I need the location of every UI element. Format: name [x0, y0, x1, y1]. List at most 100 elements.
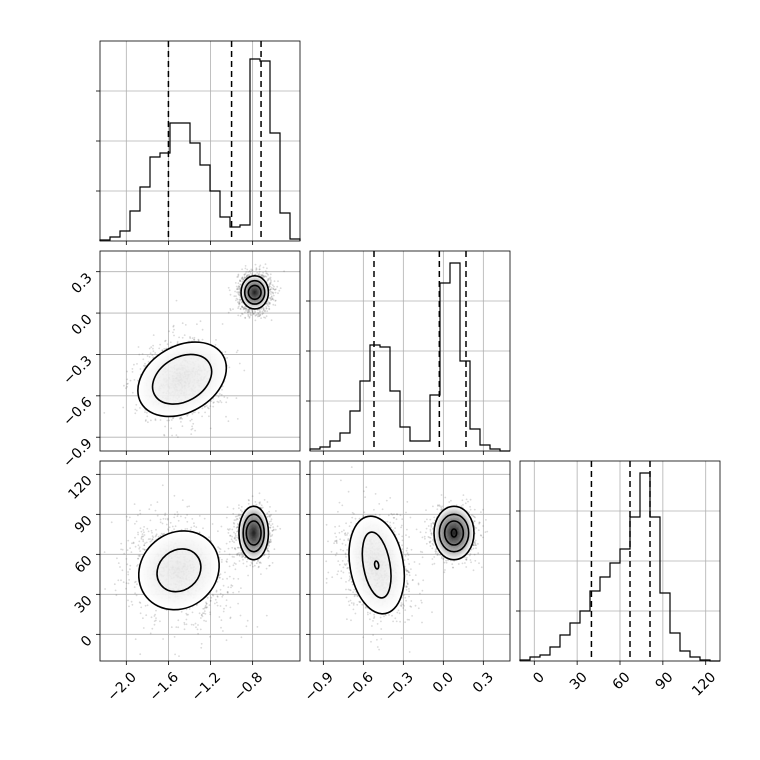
scatter-1-0-point	[251, 269, 254, 271]
scatter-1-0-point	[267, 274, 269, 276]
scatter-1-0-point	[147, 360, 150, 363]
scatter-1-0-point	[248, 309, 251, 311]
scatter-1-0-point	[228, 289, 231, 292]
scatter-2-0-point	[232, 507, 235, 510]
scatter-1-0-point	[254, 311, 256, 314]
scatter-1-0-point	[238, 285, 241, 288]
scatter-2-0-point	[137, 557, 140, 560]
scatter-1-0-point	[272, 303, 275, 306]
scatter-1-0-point	[239, 279, 241, 281]
scatter-1-0-point	[269, 282, 271, 285]
scatter-1-0-point	[238, 302, 241, 304]
scatter-2-0-point	[205, 606, 208, 609]
scatter-2-0-point	[134, 536, 136, 539]
scatter-1-0-point	[269, 289, 272, 291]
scatter-2-0-point	[238, 590, 240, 593]
scatter-2-0-point	[142, 627, 145, 629]
scatter-2-0-point	[238, 507, 240, 510]
scatter-2-0-point	[200, 613, 203, 616]
scatter-2-0-point	[177, 513, 179, 516]
scatter-2-0-point	[242, 562, 245, 565]
scatter-2-0-point	[212, 594, 215, 597]
scatter-2-0-point	[238, 504, 240, 506]
scatter-1-0-point	[240, 283, 242, 286]
scatter-1-0-point	[152, 344, 155, 347]
scatter-2-0-point	[103, 551, 106, 553]
scatter-2-0-point	[237, 602, 240, 605]
scatter-1-0-point	[201, 415, 204, 418]
scatter-1-0-point	[146, 355, 149, 357]
scatter-1-0-point	[239, 280, 242, 282]
scatter-2-0-point	[268, 550, 270, 553]
scatter-1-0-point	[181, 336, 184, 339]
scatter-2-0-point	[186, 505, 189, 508]
scatter-1-0-point	[172, 416, 175, 419]
scatter-2-0-point	[148, 508, 151, 511]
scatter-1-0-point	[227, 311, 230, 314]
scatter-2-0-point	[268, 515, 270, 517]
scatter-2-0-point	[246, 560, 248, 563]
scatter-2-0-point	[222, 630, 224, 632]
scatter-2-0-point	[201, 612, 204, 615]
scatter-1-0-point	[247, 310, 249, 313]
scatter-1-0-point	[235, 295, 237, 297]
scatter-1-0-point	[246, 268, 249, 271]
scatter-1-0-point	[238, 288, 241, 290]
scatter-1-0-point	[126, 385, 128, 388]
scatter-2-0-point	[223, 550, 226, 553]
scatter-2-0-point	[238, 553, 241, 556]
scatter-2-0-point	[273, 548, 276, 551]
scatter-1-0-point	[239, 308, 242, 310]
scatter-2-0-point	[219, 576, 221, 579]
scatter-1-0-point	[247, 313, 250, 316]
scatter-2-0-point	[272, 529, 275, 531]
scatter-2-0-point	[197, 624, 199, 626]
scatter-1-0-point	[147, 421, 149, 424]
scatter-2-0-point	[126, 549, 129, 551]
scatter-2-0-point	[266, 549, 269, 552]
scatter-2-0-point	[183, 628, 186, 631]
scatter-1-0-point	[265, 272, 268, 275]
scatter-1-0-point	[255, 268, 258, 271]
scatter-2-0-point	[216, 581, 219, 583]
scatter-1-0-point	[246, 274, 249, 277]
scatter-2-0-point	[236, 517, 238, 520]
scatter-1-0-point	[258, 270, 261, 273]
scatter-1-0-point	[189, 336, 191, 338]
scatter-2-0-point	[194, 622, 197, 625]
scatter-2-0-point	[133, 586, 136, 588]
scatter-1-0-point	[256, 309, 259, 311]
scatter-2-0-point	[184, 516, 187, 519]
scatter-2-0-point	[232, 591, 235, 594]
scatter-1-0-point	[263, 316, 265, 319]
scatter-1-0-point	[212, 397, 215, 400]
scatter-1-0-point	[243, 273, 246, 276]
scatter-1-0-point	[244, 317, 247, 319]
scatter-1-0-point	[148, 347, 151, 350]
scatter-1-0-point	[269, 288, 272, 291]
scatter-2-0-point	[146, 604, 149, 607]
scatter-2-0-point	[162, 517, 165, 520]
scatter-1-0-point	[269, 297, 272, 300]
scatter-2-0-point	[214, 598, 217, 601]
scatter-2-0-point	[231, 528, 234, 531]
scatter-1-0-point	[254, 319, 257, 322]
scatter-1-0-point	[164, 425, 167, 428]
scatter-2-0-point	[131, 542, 133, 545]
scatter-1-0-point	[220, 393, 223, 396]
scatter-2-0-point	[231, 555, 234, 558]
scatter-1-0-point	[243, 277, 246, 280]
scatter-1-0-point	[251, 311, 254, 314]
scatter-2-0-point	[270, 524, 272, 527]
scatter-1-0-point	[261, 310, 264, 313]
scatter-1-0-point	[190, 418, 193, 421]
scatter-2-0-point	[139, 512, 142, 515]
scatter-2-0-point	[204, 606, 206, 609]
scatter-1-0-point	[237, 292, 240, 295]
scatter-1-0-point	[146, 411, 148, 414]
scatter-2-0-point	[235, 563, 237, 565]
scatter-2-0-point	[245, 565, 248, 568]
scatter-2-0-point	[240, 587, 242, 589]
scatter-1-0-point	[272, 298, 275, 301]
scatter-1-0-point	[191, 337, 194, 340]
